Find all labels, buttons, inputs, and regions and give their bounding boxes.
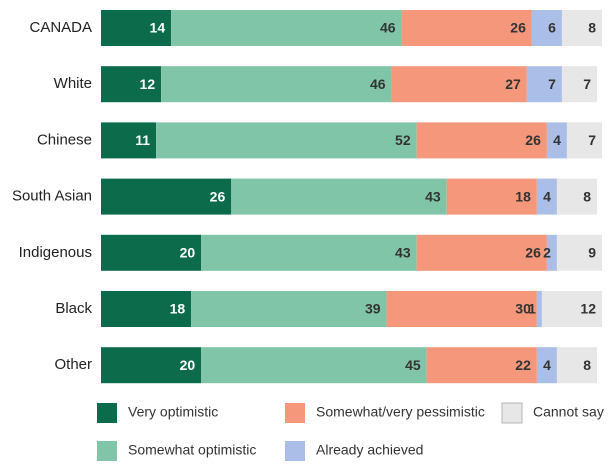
legend-swatch [285, 441, 305, 461]
data-label: 4 [543, 357, 551, 373]
bar-segment [526, 66, 562, 103]
bar-segment [536, 347, 557, 384]
data-label: 18 [170, 301, 186, 317]
category-label: White [54, 75, 92, 92]
data-label: 30 [515, 301, 531, 317]
data-label: 43 [425, 188, 441, 204]
data-label: 6 [548, 20, 556, 36]
bar-segment [561, 10, 602, 46]
data-label: 1 [528, 301, 536, 317]
data-label: 26 [525, 245, 541, 261]
bar-segment [101, 66, 162, 103]
bar-segment [541, 291, 602, 327]
legend-swatch [285, 403, 305, 423]
data-label: 45 [405, 357, 421, 373]
data-label: 43 [395, 245, 411, 261]
bar-segment [401, 10, 532, 46]
data-label: 46 [380, 20, 396, 36]
data-label: 14 [150, 20, 166, 36]
bar-segment [546, 122, 567, 159]
bar-segment [231, 178, 447, 215]
data-label: 52 [395, 132, 411, 148]
data-label: 7 [588, 132, 596, 148]
bar-segment [156, 122, 417, 159]
data-label: 8 [583, 357, 591, 373]
legend-label: Somewhat optimistic [128, 442, 256, 458]
bar-segment [426, 347, 537, 384]
bar-segment [101, 122, 157, 159]
data-label: 26 [210, 188, 226, 204]
bar-segment [416, 122, 547, 159]
legend-swatch [97, 441, 117, 461]
bar-segment [546, 234, 557, 271]
bar-segment [201, 234, 417, 271]
category-label: CANADA [29, 19, 92, 36]
legend-label: Very optimistic [128, 404, 218, 420]
bar-segment [416, 234, 547, 271]
data-label: 4 [553, 132, 561, 148]
data-label: 20 [180, 357, 196, 373]
legend-label: Somewhat/very pessimistic [316, 404, 485, 420]
category-label: Indigenous [19, 244, 92, 261]
bar-segment [161, 66, 392, 103]
data-label: 8 [583, 188, 591, 204]
bar-segment [556, 347, 597, 384]
category-label: Black [55, 300, 92, 317]
category-label: South Asian [12, 188, 92, 205]
data-label: 9 [588, 245, 596, 261]
data-label: 27 [505, 76, 521, 92]
bar-segment [536, 291, 542, 327]
data-label: 26 [525, 132, 541, 148]
data-label: 4 [543, 188, 551, 204]
data-label: 12 [580, 301, 596, 317]
bar-segment [101, 10, 172, 46]
legend-swatch [501, 402, 523, 424]
bar-segment [391, 66, 527, 103]
bar-segment [101, 291, 192, 327]
bar-segment [191, 291, 387, 327]
data-label: 12 [140, 76, 156, 92]
bar-segment [446, 178, 537, 215]
legend-label: Cannot say [533, 404, 604, 420]
bar-segment [556, 234, 602, 271]
category-label: Other [54, 356, 92, 373]
bar-segment [561, 66, 597, 103]
data-label: 7 [583, 76, 591, 92]
bar-segment [556, 178, 597, 215]
legend-label: Already achieved [316, 442, 423, 458]
data-label: 39 [365, 301, 381, 317]
bar-segment [171, 10, 402, 46]
category-label: Chinese [37, 131, 92, 148]
data-label: 46 [370, 76, 386, 92]
data-label: 2 [543, 245, 551, 261]
bar-segment [386, 291, 537, 327]
data-label: 26 [510, 20, 526, 36]
bar-segment [101, 234, 202, 271]
bar-segment [101, 347, 202, 384]
bar-segment [536, 178, 557, 215]
data-label: 11 [135, 132, 150, 148]
bar-segment [531, 10, 562, 46]
data-label: 22 [515, 357, 531, 373]
data-label: 8 [588, 20, 596, 36]
data-label: 7 [548, 76, 556, 92]
data-label: 18 [515, 188, 531, 204]
legend-swatch [97, 403, 117, 423]
bar-segment [566, 122, 602, 159]
bar-segment [101, 178, 232, 215]
bar-segment [201, 347, 427, 384]
data-label: 20 [180, 245, 196, 261]
